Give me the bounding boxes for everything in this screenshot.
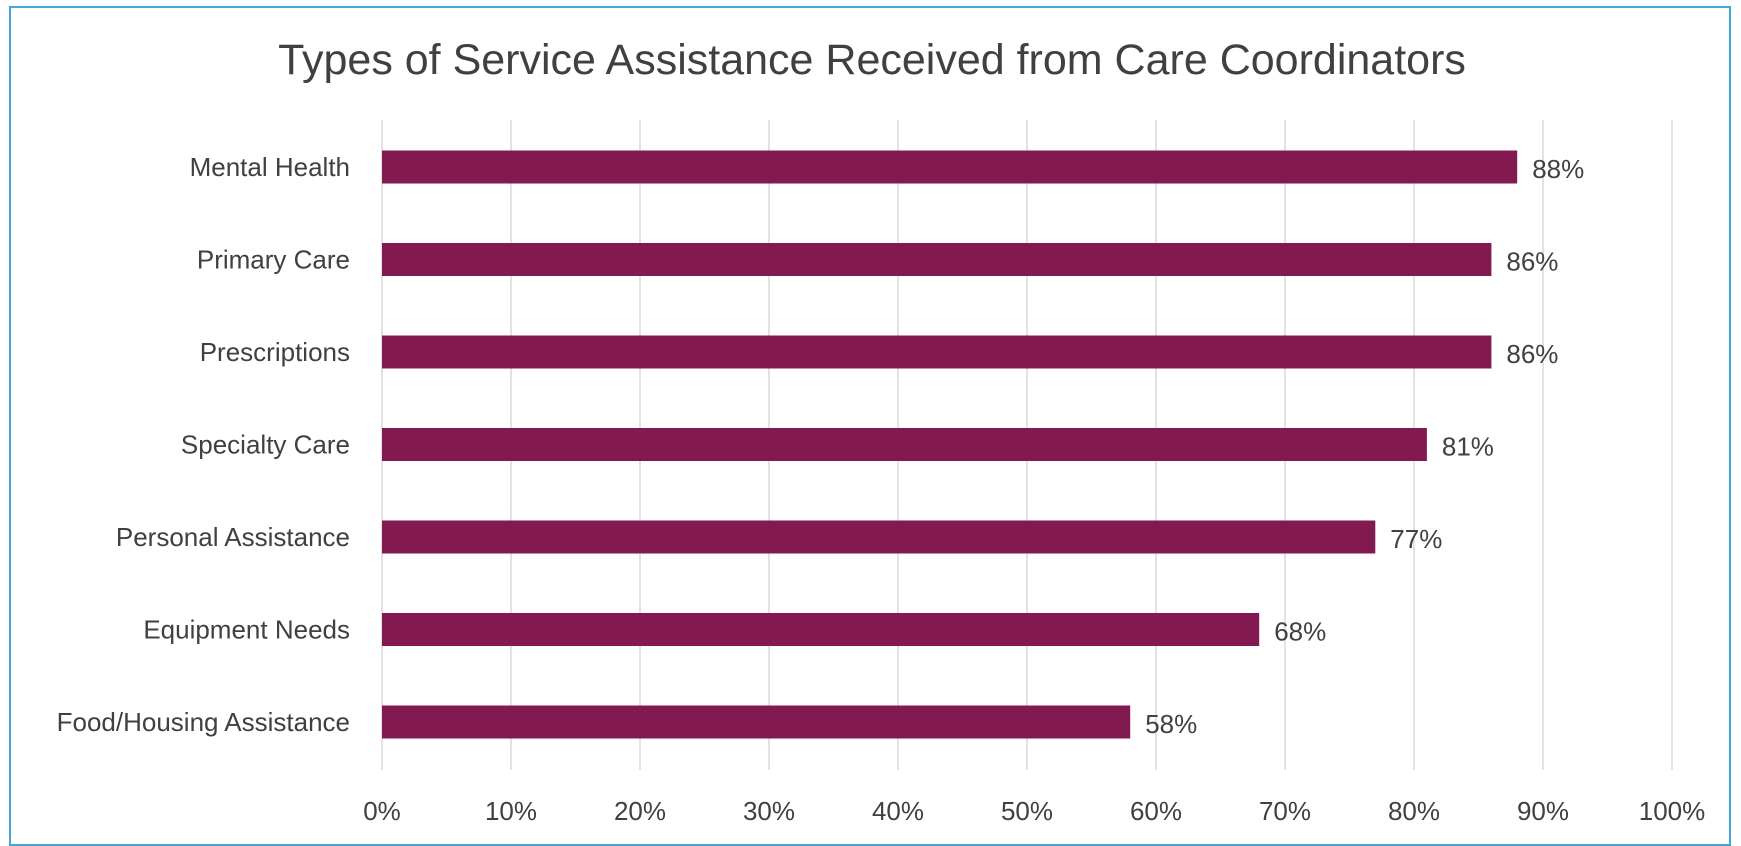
x-tick-label: 40% [872,796,924,826]
bar [382,705,1131,739]
value-label: 81% [1442,432,1494,462]
bar [382,335,1492,369]
labels: 0% 10% 20% 30% 40% 50% 60% 70% 80% 90% 100% Mental … [57,152,1706,826]
category-label: Specialty Care [181,430,350,460]
category-label: Primary Care [197,245,350,275]
bars [382,150,1518,739]
x-tick-label: 30% [743,796,795,826]
bar [382,150,1518,184]
x-tick-label: 20% [614,796,666,826]
x-tick-label: 90% [1517,796,1569,826]
value-label: 86% [1506,339,1558,369]
value-label: 77% [1390,524,1442,554]
x-tick-label: 0% [363,796,401,826]
category-label: Food/Housing Assistance [57,707,350,737]
category-label: Mental Health [190,152,350,182]
value-label: 68% [1274,617,1326,647]
x-tick-label: 10% [485,796,537,826]
value-label: 86% [1506,247,1558,277]
chart-title: Types of Service Assistance Received fro… [278,36,1466,84]
value-label: 58% [1145,709,1197,739]
category-label: Prescriptions [200,337,350,367]
x-tick-label: 50% [1001,796,1053,826]
category-label: Personal Assistance [116,522,350,552]
category-label: Equipment Needs [143,615,350,645]
x-tick-label: 70% [1259,796,1311,826]
value-label: 88% [1532,154,1584,184]
x-tick-label: 60% [1130,796,1182,826]
bar [382,613,1260,646]
bar [382,520,1376,554]
bar [382,243,1492,276]
bar [382,428,1427,461]
x-tick-label: 100% [1639,796,1706,826]
x-tick-label: 80% [1388,796,1440,826]
